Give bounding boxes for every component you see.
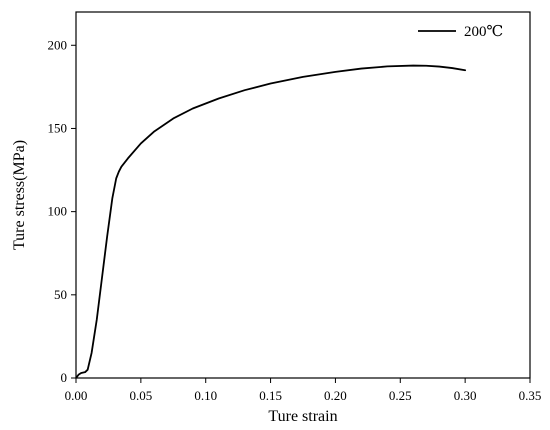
plot-frame (75, 11, 531, 379)
y-tick-label: 0 (61, 370, 68, 385)
x-tick-label: 0.25 (389, 388, 412, 403)
y-axis-title: Ture stress(MPa) (11, 140, 28, 250)
plot-area-border (75, 11, 531, 379)
y-tick-label: 150 (48, 120, 68, 135)
y-tick-label: 200 (48, 37, 68, 52)
legend: 200℃ (418, 24, 503, 40)
x-tick-label: 0.00 (65, 388, 88, 403)
legend-label: 200℃ (464, 24, 503, 40)
x-axis-title: Ture strain (268, 408, 337, 425)
series-line (75, 64, 467, 379)
x-tick-label: 0.30 (454, 388, 477, 403)
x-tick-label: 0.35 (519, 388, 542, 403)
x-axis: 0.00 0.05 0.10 0.15 0.20 0.25 0.30 0.35 (65, 378, 542, 403)
x-tick-label: 0.20 (324, 388, 347, 403)
y-tick-label: 50 (54, 287, 67, 302)
x-tick-label: 0.05 (129, 388, 152, 403)
x-tick-label: 0.15 (259, 388, 282, 403)
y-axis: 0 50 100 150 200 (48, 37, 76, 385)
series-layer (75, 64, 467, 379)
x-tick-label: 0.10 (194, 388, 217, 403)
y-tick-label: 100 (48, 204, 68, 219)
